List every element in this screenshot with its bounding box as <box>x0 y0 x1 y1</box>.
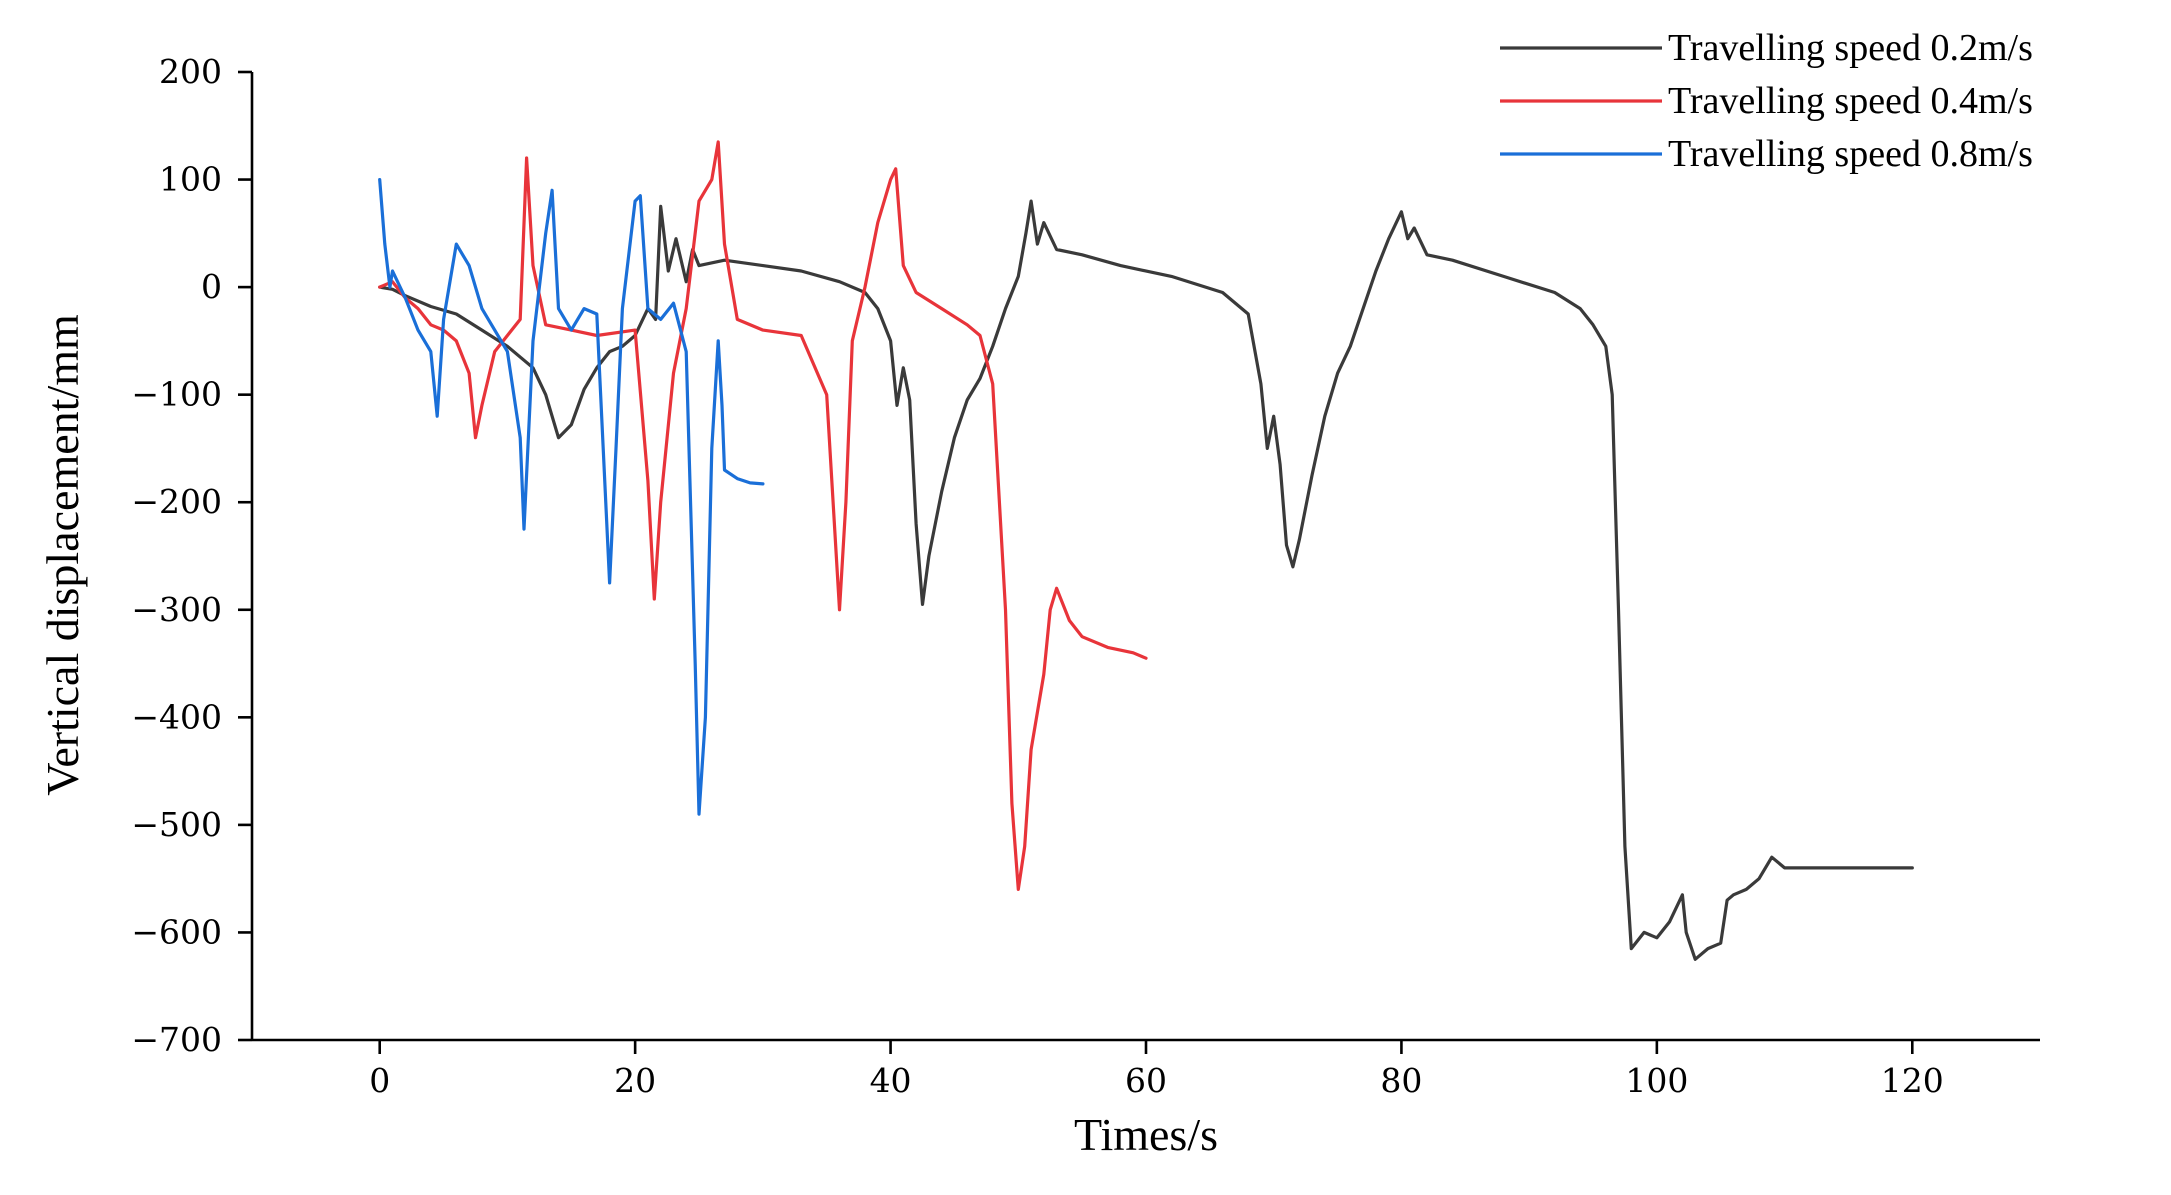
legend: Travelling speed 0.2m/s Travelling speed … <box>1500 27 2033 175</box>
y-tick-label: 100 <box>159 160 222 199</box>
y-tick-label: −500 <box>131 805 222 844</box>
legend-label-2: Travelling speed 0.4m/s <box>1668 80 2033 122</box>
y-tick-label: 200 <box>159 52 222 91</box>
x-tick-label: 100 <box>1625 1061 1688 1100</box>
x-tick-label: 40 <box>870 1061 912 1100</box>
series-line-1 <box>378 199 1914 961</box>
x-axis-title: Times/s <box>1074 1109 1218 1160</box>
x-tick-label: 20 <box>614 1061 656 1100</box>
axes <box>250 72 2040 1042</box>
x-tick-label: 80 <box>1380 1061 1422 1100</box>
x-tick-label: 120 <box>1881 1061 1944 1100</box>
series-group <box>378 140 1914 961</box>
x-tick-label: 0 <box>369 1061 390 1100</box>
legend-label-1: Travelling speed 0.2m/s <box>1668 27 2033 69</box>
y-tick-label: −300 <box>131 590 222 629</box>
y-ticks: 200 100 0 −100 −200 −300 −400 −500 −600 −700 <box>131 52 252 1059</box>
legend-label-3: Travelling speed 0.8m/s <box>1668 133 2033 175</box>
y-tick-label: −100 <box>131 375 222 414</box>
y-tick-label: −700 <box>131 1020 222 1059</box>
y-axis-title: Vertical displacement/mm <box>37 314 88 796</box>
y-tick-label: −400 <box>131 697 222 736</box>
series-line-2 <box>378 140 1148 892</box>
x-tick-label: 60 <box>1125 1061 1167 1100</box>
y-tick-label: −600 <box>131 912 222 951</box>
y-tick-label: 0 <box>201 267 222 306</box>
y-tick-label: −200 <box>131 482 222 521</box>
x-ticks: 0 20 40 60 80 100 120 <box>369 1040 1944 1100</box>
series-line-3 <box>378 178 765 816</box>
